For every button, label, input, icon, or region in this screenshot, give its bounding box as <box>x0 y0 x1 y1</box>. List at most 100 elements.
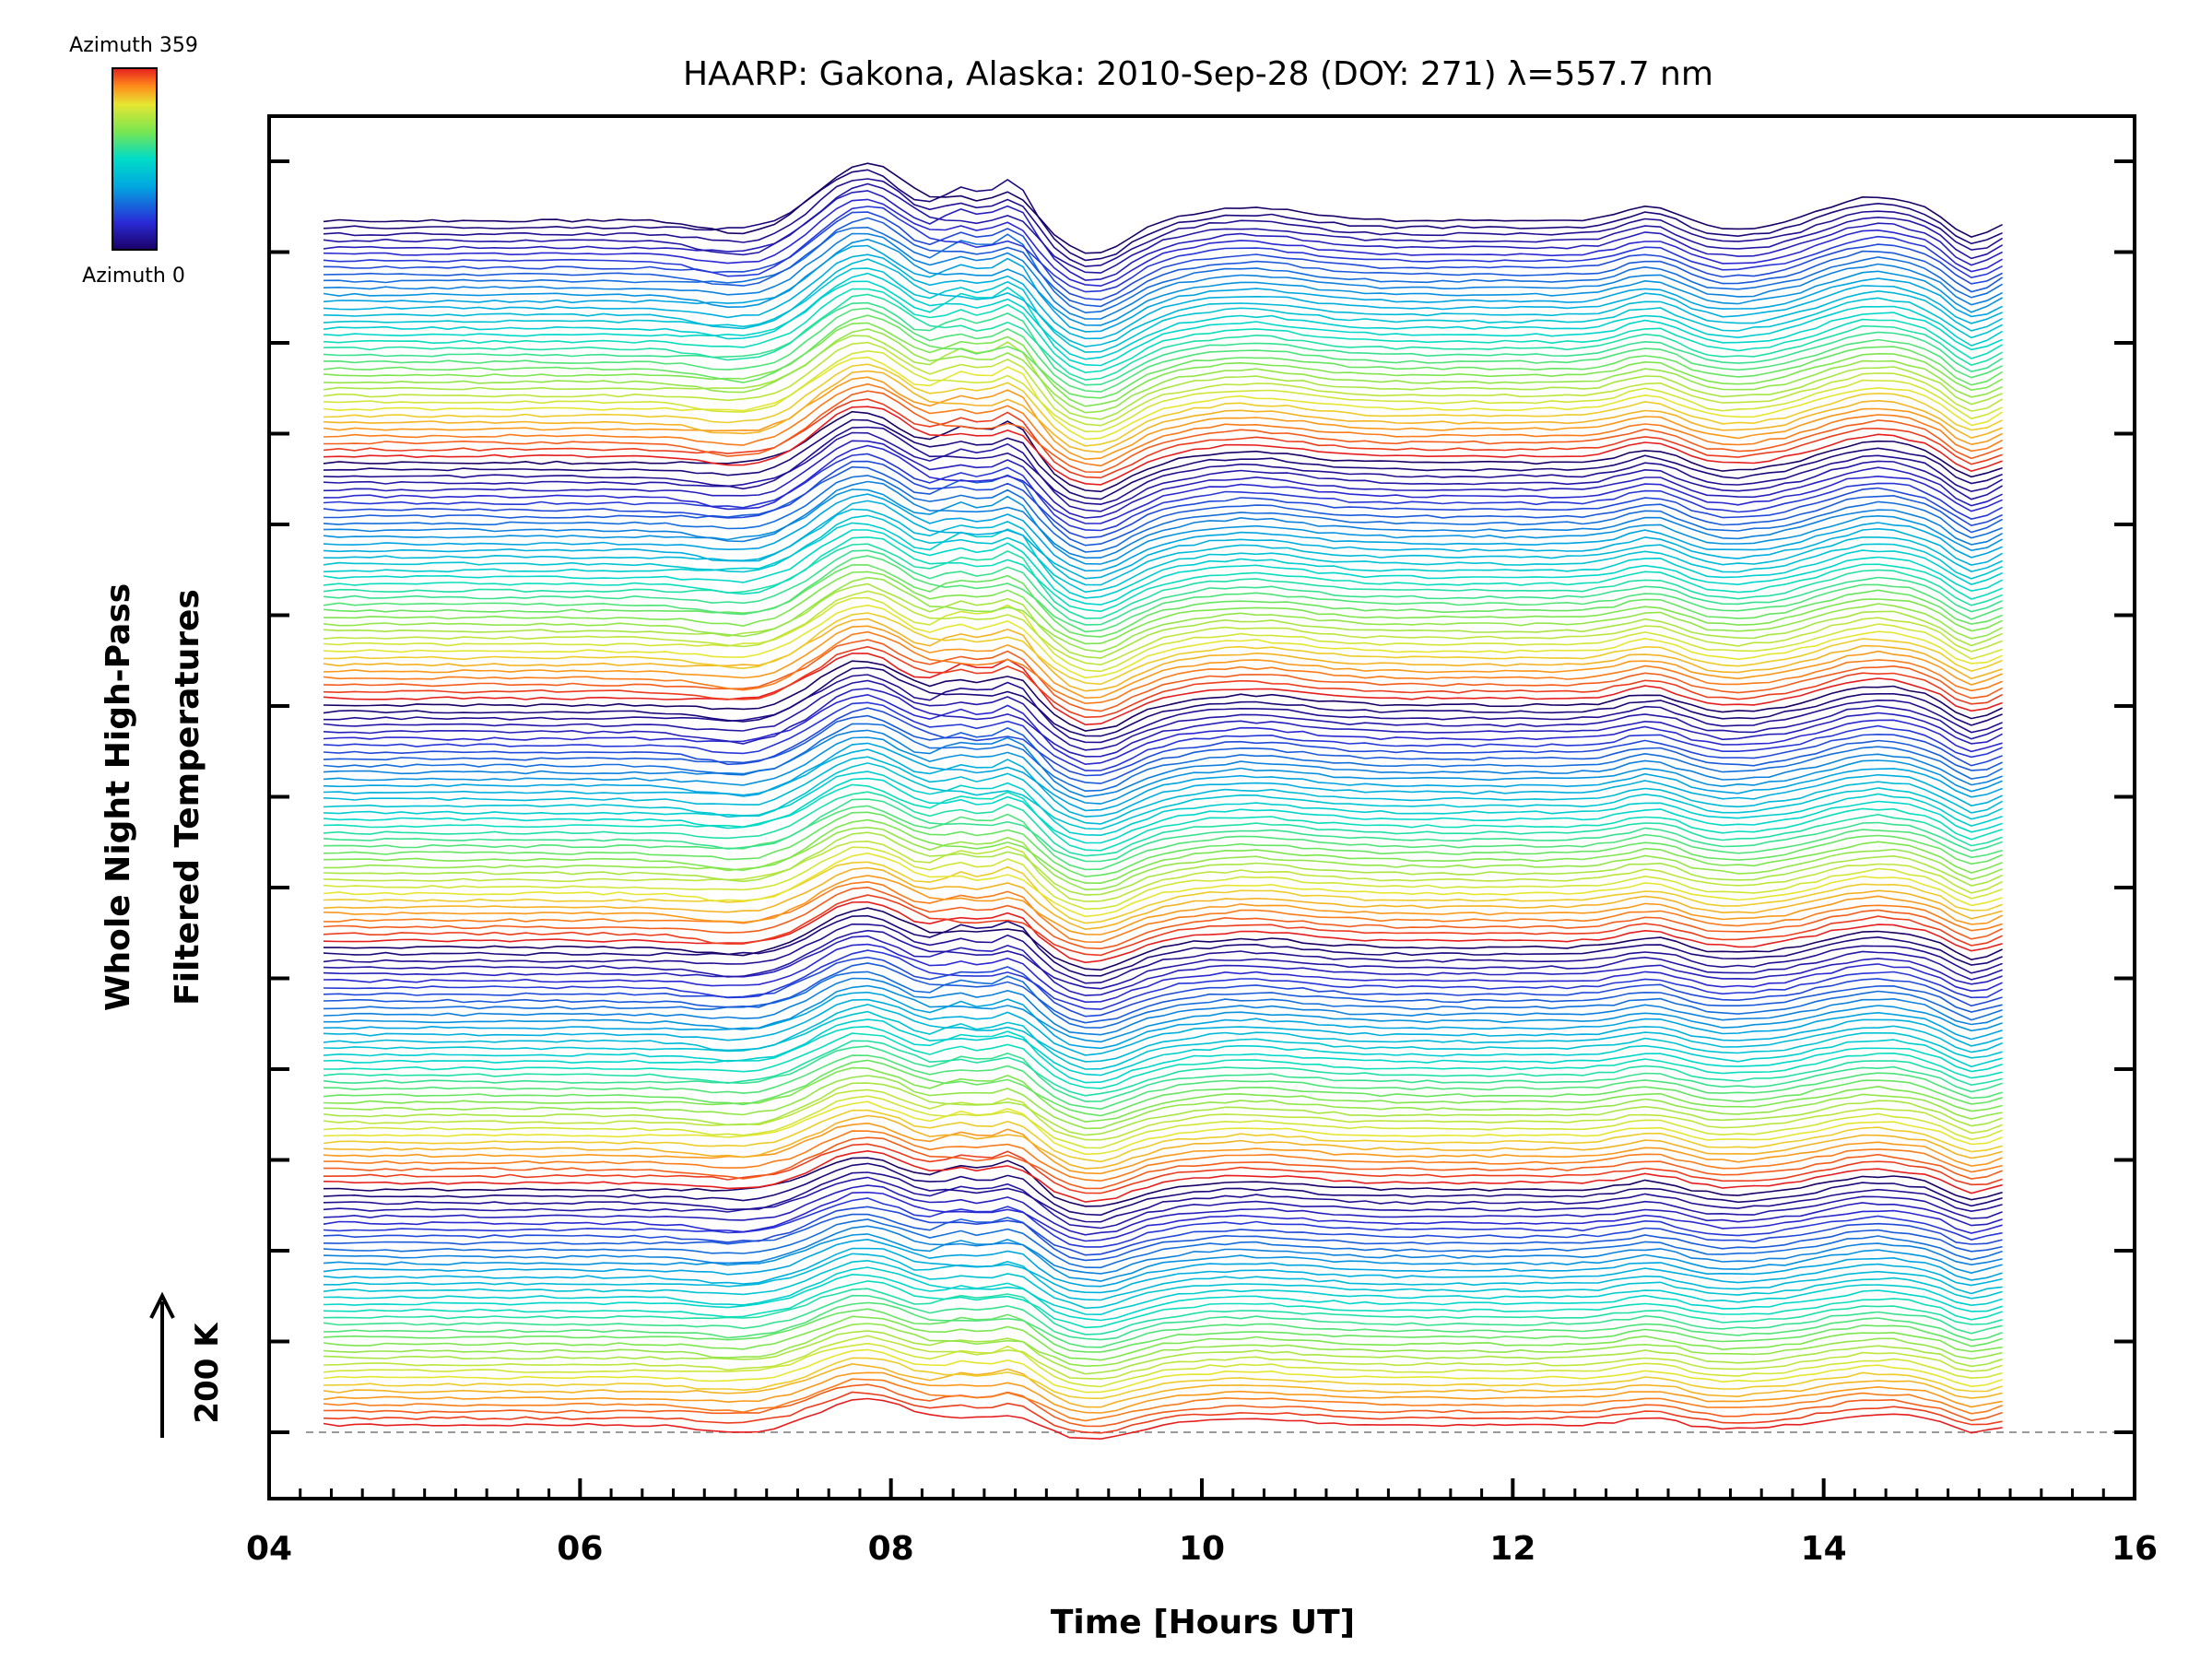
azimuth-series-line <box>323 349 2003 433</box>
azimuth-series-line <box>323 861 2003 924</box>
azimuth-series-line <box>323 1010 2003 1070</box>
azimuth-series-line <box>323 535 2003 613</box>
azimuth-series-line <box>323 866 2003 931</box>
azimuth-series-line <box>323 1143 2003 1194</box>
azimuth-series-line <box>323 1184 2003 1236</box>
azimuth-series-line <box>323 748 2003 818</box>
azimuth-series-line <box>323 762 2003 830</box>
azimuth-series-line <box>323 596 2003 673</box>
azimuth-series-line <box>323 1149 2003 1203</box>
azimuth-series-line <box>323 1176 2003 1230</box>
azimuth-series-line <box>323 169 2003 262</box>
azimuth-series-line <box>323 182 2004 274</box>
azimuth-series-line <box>323 1032 2003 1089</box>
azimuth-series-line <box>323 500 2003 580</box>
azimuth-series-line <box>324 465 2003 547</box>
chart-title: HAARP: Gakona, Alaska: 2010-Sep-28 (DOY:… <box>683 55 1713 93</box>
azimuth-series-line <box>323 771 2003 837</box>
azimuth-series-line <box>323 723 2003 793</box>
azimuth-series-line <box>323 943 2003 1004</box>
azimuth-series-line <box>323 376 2003 461</box>
azimuth-series-line <box>323 949 2003 1010</box>
azimuth-series-line <box>323 280 2003 367</box>
azimuth-series-line <box>323 1114 2003 1170</box>
x-tick-label: 14 <box>1801 1530 1847 1568</box>
azimuth-series-line <box>323 831 2003 896</box>
azimuth-series-line <box>323 226 2004 314</box>
azimuth-series-line <box>323 818 2003 885</box>
azimuth-series-line <box>323 1383 2003 1428</box>
azimuth-series-line <box>323 1362 2003 1408</box>
azimuth-series-line <box>323 1075 2003 1130</box>
azimuth-series-line <box>323 1157 2003 1207</box>
azimuth-series-line <box>323 1323 2003 1368</box>
azimuth-series-line <box>323 488 2003 565</box>
y-axis-label-line2: Filtered Temperatures <box>169 589 206 1006</box>
azimuth-series-line <box>323 1095 2003 1149</box>
x-tick-label: 16 <box>2112 1530 2158 1568</box>
azimuth-series-line <box>323 293 2003 381</box>
x-tick-label: 04 <box>246 1530 292 1568</box>
azimuth-series-line <box>323 1218 2003 1269</box>
azimuth-series-line <box>323 1206 2003 1256</box>
azimuth-series-line <box>323 1259 2003 1310</box>
azimuth-series-line <box>323 798 2003 863</box>
azimuth-series-line <box>323 653 2003 726</box>
series-group <box>306 162 2125 1441</box>
azimuth-series-line <box>323 811 2003 877</box>
azimuth-series-line <box>323 886 2003 950</box>
axis-ticks: 04 06 08 10 12 14 16 <box>246 159 2158 1568</box>
colorbar-top-label: Azimuth 359 <box>69 34 198 57</box>
azimuth-series-line <box>323 1136 2003 1190</box>
azimuth-series-line <box>323 314 2004 399</box>
azimuth-series-line <box>323 1045 2003 1102</box>
azimuth-series-line <box>323 1247 2003 1294</box>
azimuth-series-line <box>324 674 2003 744</box>
azimuth-series-line <box>323 639 2003 712</box>
azimuth-series-line <box>323 840 2003 902</box>
azimuth-series-line <box>323 382 2003 467</box>
azimuth-series-line <box>323 783 2003 852</box>
azimuth-series-line <box>323 1335 2003 1380</box>
azimuth-series-line <box>323 522 2003 599</box>
azimuth-series-line <box>323 900 2003 964</box>
azimuth-series-line <box>323 460 2003 539</box>
azimuth-series-line <box>323 971 2003 1029</box>
azimuth-series-line <box>323 529 2003 606</box>
azimuth-series-line <box>323 418 2003 500</box>
azimuth-series-line <box>323 582 2003 659</box>
azimuth-series-line <box>323 701 2003 771</box>
azimuth-series-line <box>323 410 2003 493</box>
azimuth-series-line <box>323 543 2003 619</box>
azimuth-series-line <box>323 198 2003 288</box>
azimuth-series-line <box>323 604 2003 679</box>
azimuth-series-line <box>323 852 2003 918</box>
azimuth-series-line <box>323 341 2004 427</box>
azimuth-series-line <box>323 576 2003 653</box>
azimuth-series-line <box>323 625 2003 700</box>
azimuth-series-line <box>323 1122 2003 1175</box>
azimuth-series-line <box>323 630 2003 705</box>
azimuth-series-line <box>323 693 2003 766</box>
azimuth-series-line <box>323 493 2003 572</box>
azimuth-series-line <box>323 301 2004 386</box>
azimuth-series-line <box>323 453 2003 532</box>
azimuth-series-line <box>324 1253 2003 1301</box>
azimuth-series-line <box>323 805 2003 871</box>
azimuth-series-line <box>323 660 2003 732</box>
azimuth-series-line <box>323 1109 2003 1163</box>
azimuth-series-line <box>323 1025 2003 1084</box>
azimuth-series-line <box>323 645 2003 719</box>
azimuth-series-line <box>323 1213 2003 1262</box>
azimuth-series-line <box>323 1018 2003 1077</box>
azimuth-series-line <box>323 1266 2003 1316</box>
azimuth-series-line <box>323 1082 2003 1136</box>
azimuth-series-line <box>323 894 2003 957</box>
azimuth-series-line <box>323 426 2003 506</box>
azimuth-series-line <box>323 742 2003 812</box>
azimuth-series-line <box>323 907 2003 971</box>
x-tick-label: 08 <box>868 1530 914 1568</box>
y-axis-label-line1: Whole Night High-Pass <box>100 583 137 1011</box>
azimuth-series-line <box>323 244 2003 333</box>
azimuth-series-line <box>323 929 2003 990</box>
